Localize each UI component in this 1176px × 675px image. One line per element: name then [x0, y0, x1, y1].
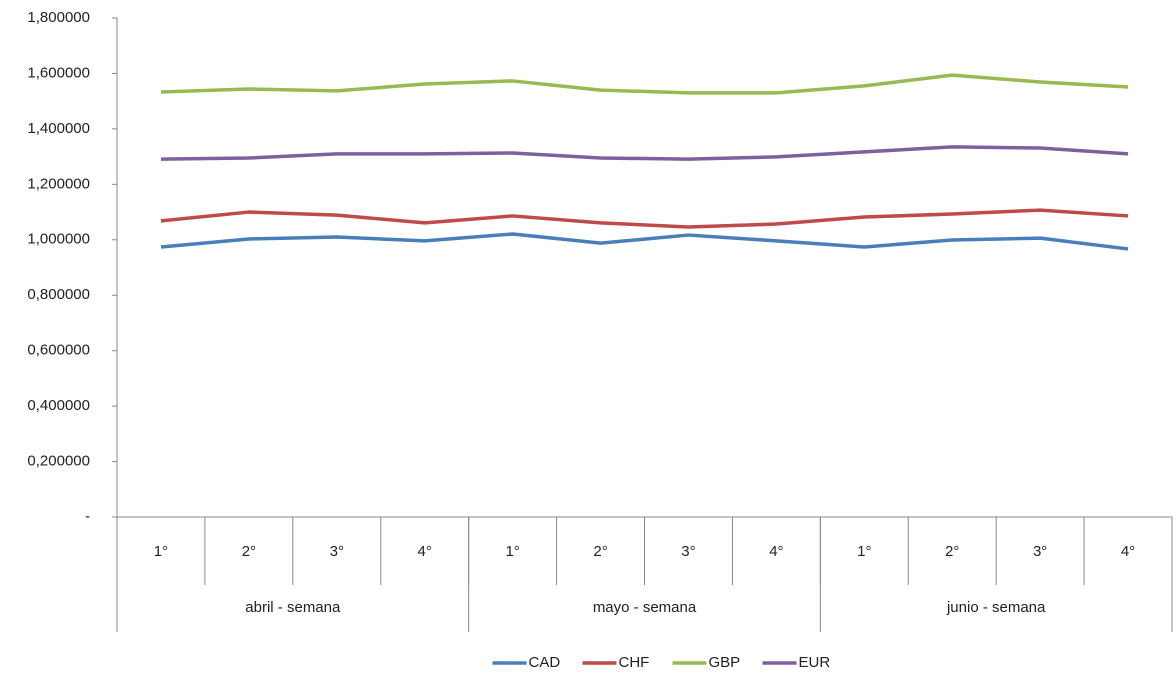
y-tick-label: 0,400000 [27, 397, 90, 414]
x-tick-label: 4° [1121, 543, 1135, 560]
y-tick-label: 0,600000 [27, 342, 90, 359]
y-tick-label: 0,200000 [27, 453, 90, 470]
legend-label: CHF [619, 654, 650, 671]
series-line [160, 232, 1129, 251]
x-tick-label: 4° [418, 543, 432, 560]
y-tick-label: 0,800000 [27, 286, 90, 303]
y-tick-label: 1,200000 [27, 175, 90, 192]
legend-label: CAD [529, 654, 561, 671]
x-tick-label: 1° [505, 543, 519, 560]
x-tick-label: 4° [769, 543, 783, 560]
series-line [160, 145, 1129, 161]
x-tick-label: 2° [593, 543, 607, 560]
x-tick-label: 1° [857, 543, 871, 560]
x-tick-label: 2° [945, 543, 959, 560]
x-tick-label: 3° [1033, 543, 1047, 560]
legend-label: EUR [799, 654, 831, 671]
x-tick-label: 2° [242, 543, 256, 560]
x-tick-label: 3° [681, 543, 695, 560]
group-label: junio - semana [946, 599, 1046, 616]
group-label: abril - semana [245, 599, 341, 616]
y-tick-label: - [85, 508, 90, 525]
legend-label: GBP [709, 654, 741, 671]
y-tick-label: 1,400000 [27, 120, 90, 137]
series-line [160, 73, 1129, 95]
x-tick-label: 1° [154, 543, 168, 560]
y-tick-label: 1,000000 [27, 231, 90, 248]
x-tick-label: 3° [330, 543, 344, 560]
group-label: mayo - semana [593, 599, 697, 616]
series-line [160, 208, 1129, 229]
y-tick-label: 1,600000 [27, 64, 90, 81]
y-tick-label: 1,800000 [27, 9, 90, 26]
